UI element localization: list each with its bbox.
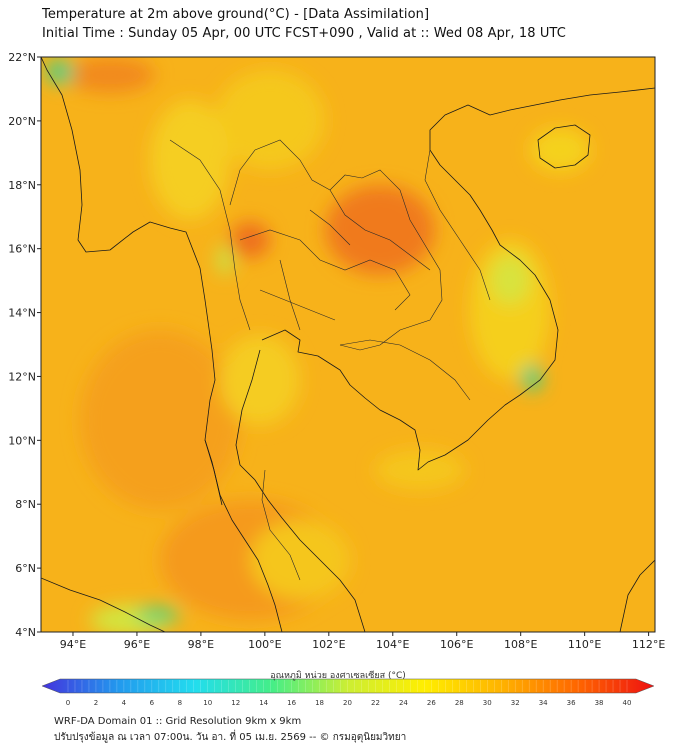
lon-tick-label: 106°E [440,638,473,651]
field-mild-patch [250,520,350,600]
border-laos-vietnam [424,149,491,301]
hainan-island [537,124,591,169]
border-myanmar-inner [169,139,251,331]
lon-tick-label: 96°E [124,638,150,651]
field-cool-patch [490,255,530,305]
province-lines [239,209,411,331]
longitude-ticks: 94°E 96°E 98°E 100°E 102°E 104°E 106°E 108°E 110… [60,632,665,651]
field-mild-patch [150,100,230,220]
lon-tick-label: 102°E [312,638,345,651]
field-cool-patch [217,245,233,275]
lon-tick-label: 108°E [504,638,537,651]
chart-title: Temperature at 2m above ground(°C) - [Da… [42,7,430,22]
colorbar-bar [41,678,655,694]
colorbar-tick-label: 26 [427,699,436,707]
admin-borders [169,139,491,581]
lon-tick-label: 112°E [632,638,665,651]
colorbar-title: อุณหภูมิ หน่วย องศาเซลเซียส (°C) [270,671,406,681]
colorbar: 0 2 4 6 8 10 12 14 16 18 20 22 24 26 28 30 32 34 36 38 40 [41,678,655,707]
colorbar-tick-label: 16 [287,699,296,707]
field-mild-patch [215,70,325,170]
colorbar-tick-label: 20 [343,699,352,707]
colorbar-tick-label: 28 [455,699,464,707]
gulf-of-thailand-coast [261,87,655,471]
latitude-ticks: 22°N 20°N 18°N 16°N 14°N 12°N 10°N 8°N 6°N 4°N [8,51,41,639]
colorbar-tick-label: 14 [259,699,268,707]
lat-tick-label: 4°N [15,626,36,639]
lat-tick-label: 18°N [8,179,36,192]
lon-tick-label: 110°E [568,638,601,651]
peninsula-east-coast [235,349,366,632]
colorbar-tick-label: 32 [511,699,520,707]
lon-tick-label: 100°E [248,638,281,651]
field-mild-patch [220,335,300,425]
field-warm-patch [80,330,240,510]
lon-tick-label: 104°E [376,638,409,651]
lat-tick-label: 22°N [8,51,36,64]
colorbar-tick-label: 6 [150,699,155,707]
field-cold-patch [522,365,542,391]
lon-tick-label: 98°E [188,638,214,651]
field-mild-patch [470,240,550,380]
colorbar-tick-label: 4 [122,699,127,707]
border-cambodia [339,339,471,401]
myanmar-coast [41,57,223,506]
colorbar-tick-label: 18 [315,699,324,707]
field-mild-patch [375,450,465,490]
borneo-coast [619,559,655,632]
field-cold-patch [136,607,180,623]
field-cold-patch [46,60,74,84]
field-hot-patch [65,57,155,93]
colorbar-tick-label: 22 [371,699,380,707]
colorbar-tick-label: 40 [623,699,632,707]
coastline-borders [41,57,655,632]
colorbar-tick-label: 10 [203,699,212,707]
colorbar-tick-label: 12 [231,699,240,707]
colorbar-tick-label: 30 [483,699,492,707]
field-hot-patch [325,185,435,275]
footer-model-info: WRF-DA Domain 01 :: Grid Resolution 9km … [54,716,302,727]
peninsula-west-coast [204,439,283,632]
border-peninsula [261,469,301,581]
lat-tick-label: 10°N [8,434,36,447]
lat-tick-label: 6°N [15,562,36,575]
lat-tick-label: 16°N [8,243,36,256]
chart-subtitle: Initial Time : Sunday 05 Apr, 00 UTC FCS… [42,26,566,41]
border-myanmar-thailand [229,139,443,351]
temperature-field [41,57,655,632]
lat-tick-label: 20°N [8,115,36,128]
lon-tick-label: 94°E [60,638,86,651]
colorbar-tick-label: 24 [399,699,408,707]
colorbar-tick-label: 2 [94,699,98,707]
map-frame [40,56,656,633]
lat-tick-label: 14°N [8,307,36,320]
sumatra-coast [41,577,166,632]
colorbar-tick-label: 0 [66,699,70,707]
field-hot-patch [230,222,270,258]
border-thailand-laos [329,189,431,271]
footer-update-info: ปรับปรุงข้อมูล ณ เวลา 07:00น. วัน อา. ที… [54,732,407,743]
colorbar-tick-label: 38 [595,699,604,707]
colorbar-tick-label: 36 [567,699,576,707]
colorbar-tick-label: 34 [539,699,548,707]
lat-tick-label: 8°N [15,498,36,511]
lat-tick-label: 12°N [8,370,36,383]
colorbar-tick-label: 8 [178,699,182,707]
